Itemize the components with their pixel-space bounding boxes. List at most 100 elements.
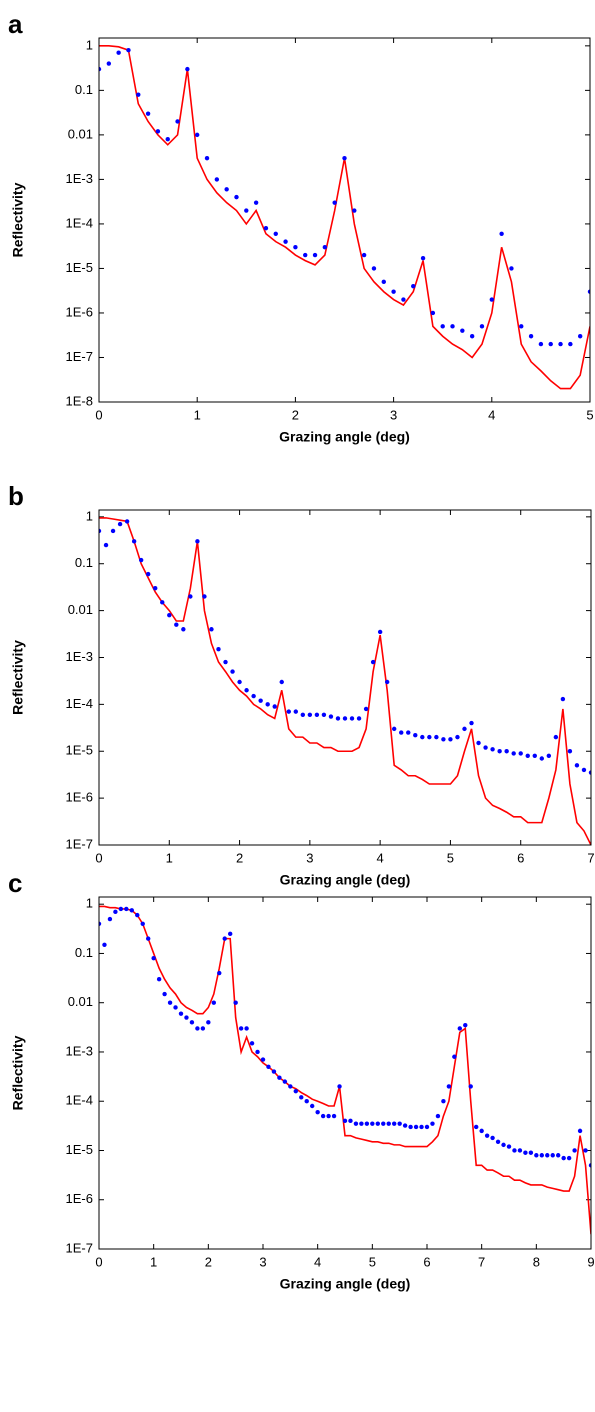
data-point [511,751,516,756]
y-tick-label: 1E-4 [66,1093,93,1108]
data-point [413,1124,419,1130]
data-point [430,310,436,316]
data-point [469,720,474,726]
x-tick-label: 9 [587,1254,594,1269]
data-point [136,92,141,97]
data-point [528,1150,534,1155]
data-point [370,659,376,665]
data-point [222,936,227,941]
data-point [479,324,485,329]
y-tick-label: 1E-4 [66,696,93,711]
data-point [326,1113,331,1119]
data-point [509,266,514,271]
data-point [361,252,367,258]
x-tick-label: 1 [194,407,201,422]
x-tick-label: 3 [259,1254,266,1269]
data-point [356,716,362,721]
data-point [476,740,481,746]
data-point [332,200,337,205]
data-point [490,747,495,752]
data-point [304,1099,309,1104]
data-point [310,1103,315,1109]
data-point [223,659,228,665]
x-tick-label: 0 [95,407,102,422]
data-point [462,726,467,732]
x-tick-label: 2 [236,850,243,865]
data-point [283,239,288,244]
data-point [490,1135,495,1141]
x-tick-label: 7 [587,850,594,865]
data-point [402,1123,408,1128]
data-point [156,977,162,982]
data-point [495,1139,501,1145]
data-point [441,1099,446,1104]
data-point [468,1084,473,1089]
data-point [322,244,328,250]
data-point [263,226,269,231]
data-point [588,1163,591,1168]
data-point [397,1121,402,1126]
data-point [391,289,396,294]
y-tick-label: 0.01 [68,994,93,1009]
data-point [532,753,537,758]
y-tick-label: 1E-4 [66,215,93,230]
data-point [315,1109,320,1115]
data-point [209,627,214,632]
data-point [483,745,488,750]
plot-frame [98,896,592,1250]
plot-frame [98,37,591,403]
data-point [474,1124,479,1130]
data-point [195,132,200,138]
data-point [424,1124,430,1130]
data-point [244,1026,249,1031]
x-tick-label: 1 [150,1254,157,1269]
data-point [173,1005,178,1010]
data-point [265,702,270,707]
x-tick-label: 5 [586,407,593,422]
data-point [314,712,320,717]
data-point [364,1121,370,1126]
data-point [342,155,347,161]
data-point [126,47,131,53]
data-point [501,1142,506,1148]
data-point [399,730,404,735]
data-point [577,334,583,339]
x-tick-label: 6 [517,850,524,865]
data-point [545,1153,550,1158]
y-tick-label: 1E-6 [66,790,93,805]
data-point [328,714,334,719]
y-tick-label: 1E-5 [66,1142,93,1157]
data-point [566,1155,572,1161]
data-point [153,586,158,591]
x-tick-label: 2 [292,407,299,422]
data-point [140,921,145,926]
data-point [348,1118,353,1124]
data-point [556,1153,561,1158]
data-point [299,1095,304,1100]
data-point [572,1148,577,1153]
data-point [293,709,298,714]
data-point [335,716,341,721]
data-point [162,991,167,997]
fit-line [99,45,590,390]
data-point [99,66,102,72]
data-point [146,571,151,577]
x-tick-label: 6 [423,1254,430,1269]
data-point [452,1054,457,1059]
data-point [217,970,222,976]
fit-line [99,905,591,1235]
data-point [363,706,369,712]
x-axis-label: Grazing angle (deg) [280,1276,411,1292]
data-point [518,751,523,756]
data-point [202,594,207,599]
data-point [174,622,179,627]
x-tick-label: 0 [95,850,102,865]
y-tick-label: 1E-3 [66,1043,93,1058]
data-point [359,1121,364,1126]
data-point [441,737,446,742]
data-point [200,1026,206,1031]
data-point [469,334,475,339]
data-point [435,1113,441,1119]
